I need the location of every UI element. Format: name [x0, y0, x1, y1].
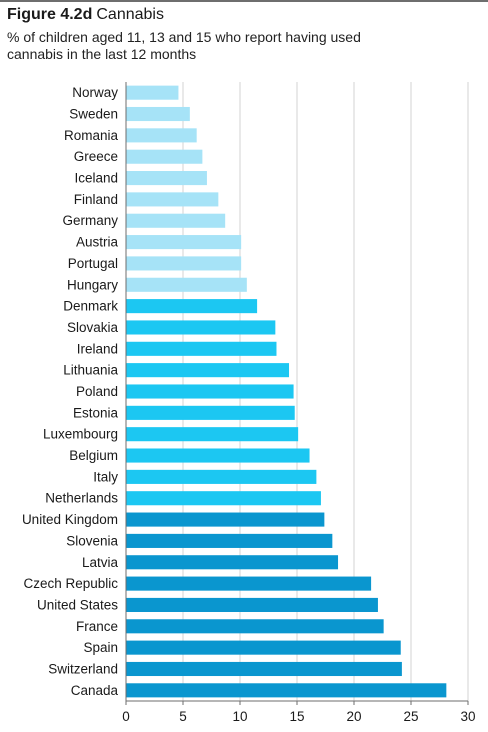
- x-tick-label: 0: [122, 709, 130, 724]
- category-label: Greece: [74, 149, 118, 164]
- category-label: Denmark: [63, 299, 118, 314]
- category-label: Netherlands: [45, 491, 118, 506]
- bar: [126, 405, 295, 420]
- top-rule: [0, 0, 488, 2]
- figure-header: Figure 4.2d Cannabis % of children aged 1…: [7, 5, 485, 63]
- category-label: Lithuania: [63, 363, 118, 378]
- bar: [126, 128, 197, 143]
- bar: [126, 597, 378, 612]
- bar: [126, 192, 219, 207]
- bar: [126, 149, 203, 164]
- figure-subtitle: % of children aged 11, 13 and 15 who rep…: [7, 29, 485, 63]
- category-label: Switzerland: [48, 661, 118, 676]
- bar: [126, 277, 247, 292]
- bar: [126, 533, 333, 548]
- bar: [126, 171, 207, 186]
- bar: [126, 85, 179, 100]
- bar: [126, 619, 384, 634]
- x-tick-label: 25: [403, 709, 418, 724]
- figure-subtitle-line-1: % of children aged 11, 13 and 15 who rep…: [7, 29, 361, 45]
- category-label: Spain: [83, 640, 118, 655]
- bar: [126, 448, 310, 463]
- category-label: Austria: [76, 235, 119, 250]
- x-tick-label: 10: [232, 709, 247, 724]
- figure-label: Figure 4.2d: [7, 6, 93, 23]
- figure-subtitle-line-2: cannabis in the last 12 months: [7, 46, 197, 62]
- x-tick-label: 30: [460, 709, 475, 724]
- category-label: Poland: [76, 384, 118, 399]
- category-label: Italy: [93, 469, 118, 484]
- category-label: Finland: [74, 192, 118, 207]
- x-tick-label: 15: [289, 709, 304, 724]
- category-label: Ireland: [77, 341, 118, 356]
- category-label: Slovenia: [66, 533, 118, 548]
- category-label: Romania: [64, 128, 119, 143]
- bar: [126, 235, 242, 250]
- bar: [126, 106, 190, 122]
- bar: [126, 341, 277, 356]
- bar: [126, 384, 294, 399]
- category-label: Norway: [72, 85, 118, 100]
- category-label: Sweden: [69, 107, 118, 122]
- category-label: Czech Republic: [23, 576, 118, 591]
- bar: [126, 299, 258, 314]
- bar: [126, 512, 325, 527]
- bar: [126, 363, 290, 378]
- bar: [126, 576, 372, 591]
- bar: [126, 491, 321, 506]
- category-label: Luxembourg: [43, 427, 118, 442]
- figure-title: Figure 4.2d Cannabis: [7, 5, 485, 24]
- category-label: Latvia: [82, 555, 119, 570]
- x-tick-label: 5: [179, 709, 187, 724]
- bar: [126, 320, 276, 335]
- category-label: United Kingdom: [22, 512, 118, 527]
- category-label: Belgium: [69, 448, 118, 463]
- figure-name: Cannabis: [96, 6, 164, 23]
- category-label: Germany: [62, 213, 118, 228]
- x-tick-label: 20: [346, 709, 361, 724]
- category-label: Hungary: [67, 277, 118, 292]
- bar: [126, 555, 339, 570]
- bar: [126, 469, 317, 484]
- category-label: Estonia: [73, 405, 119, 420]
- category-label: France: [76, 619, 118, 634]
- category-label: Slovakia: [67, 320, 119, 335]
- bar: [126, 213, 226, 228]
- category-label: Portugal: [68, 256, 118, 271]
- bar: [126, 256, 242, 271]
- category-label: United States: [37, 597, 118, 612]
- bar: [126, 661, 402, 677]
- bar: [126, 640, 401, 655]
- category-label: Iceland: [74, 171, 118, 186]
- bar: [126, 683, 447, 698]
- bar: [126, 427, 299, 442]
- category-label: Canada: [71, 683, 119, 698]
